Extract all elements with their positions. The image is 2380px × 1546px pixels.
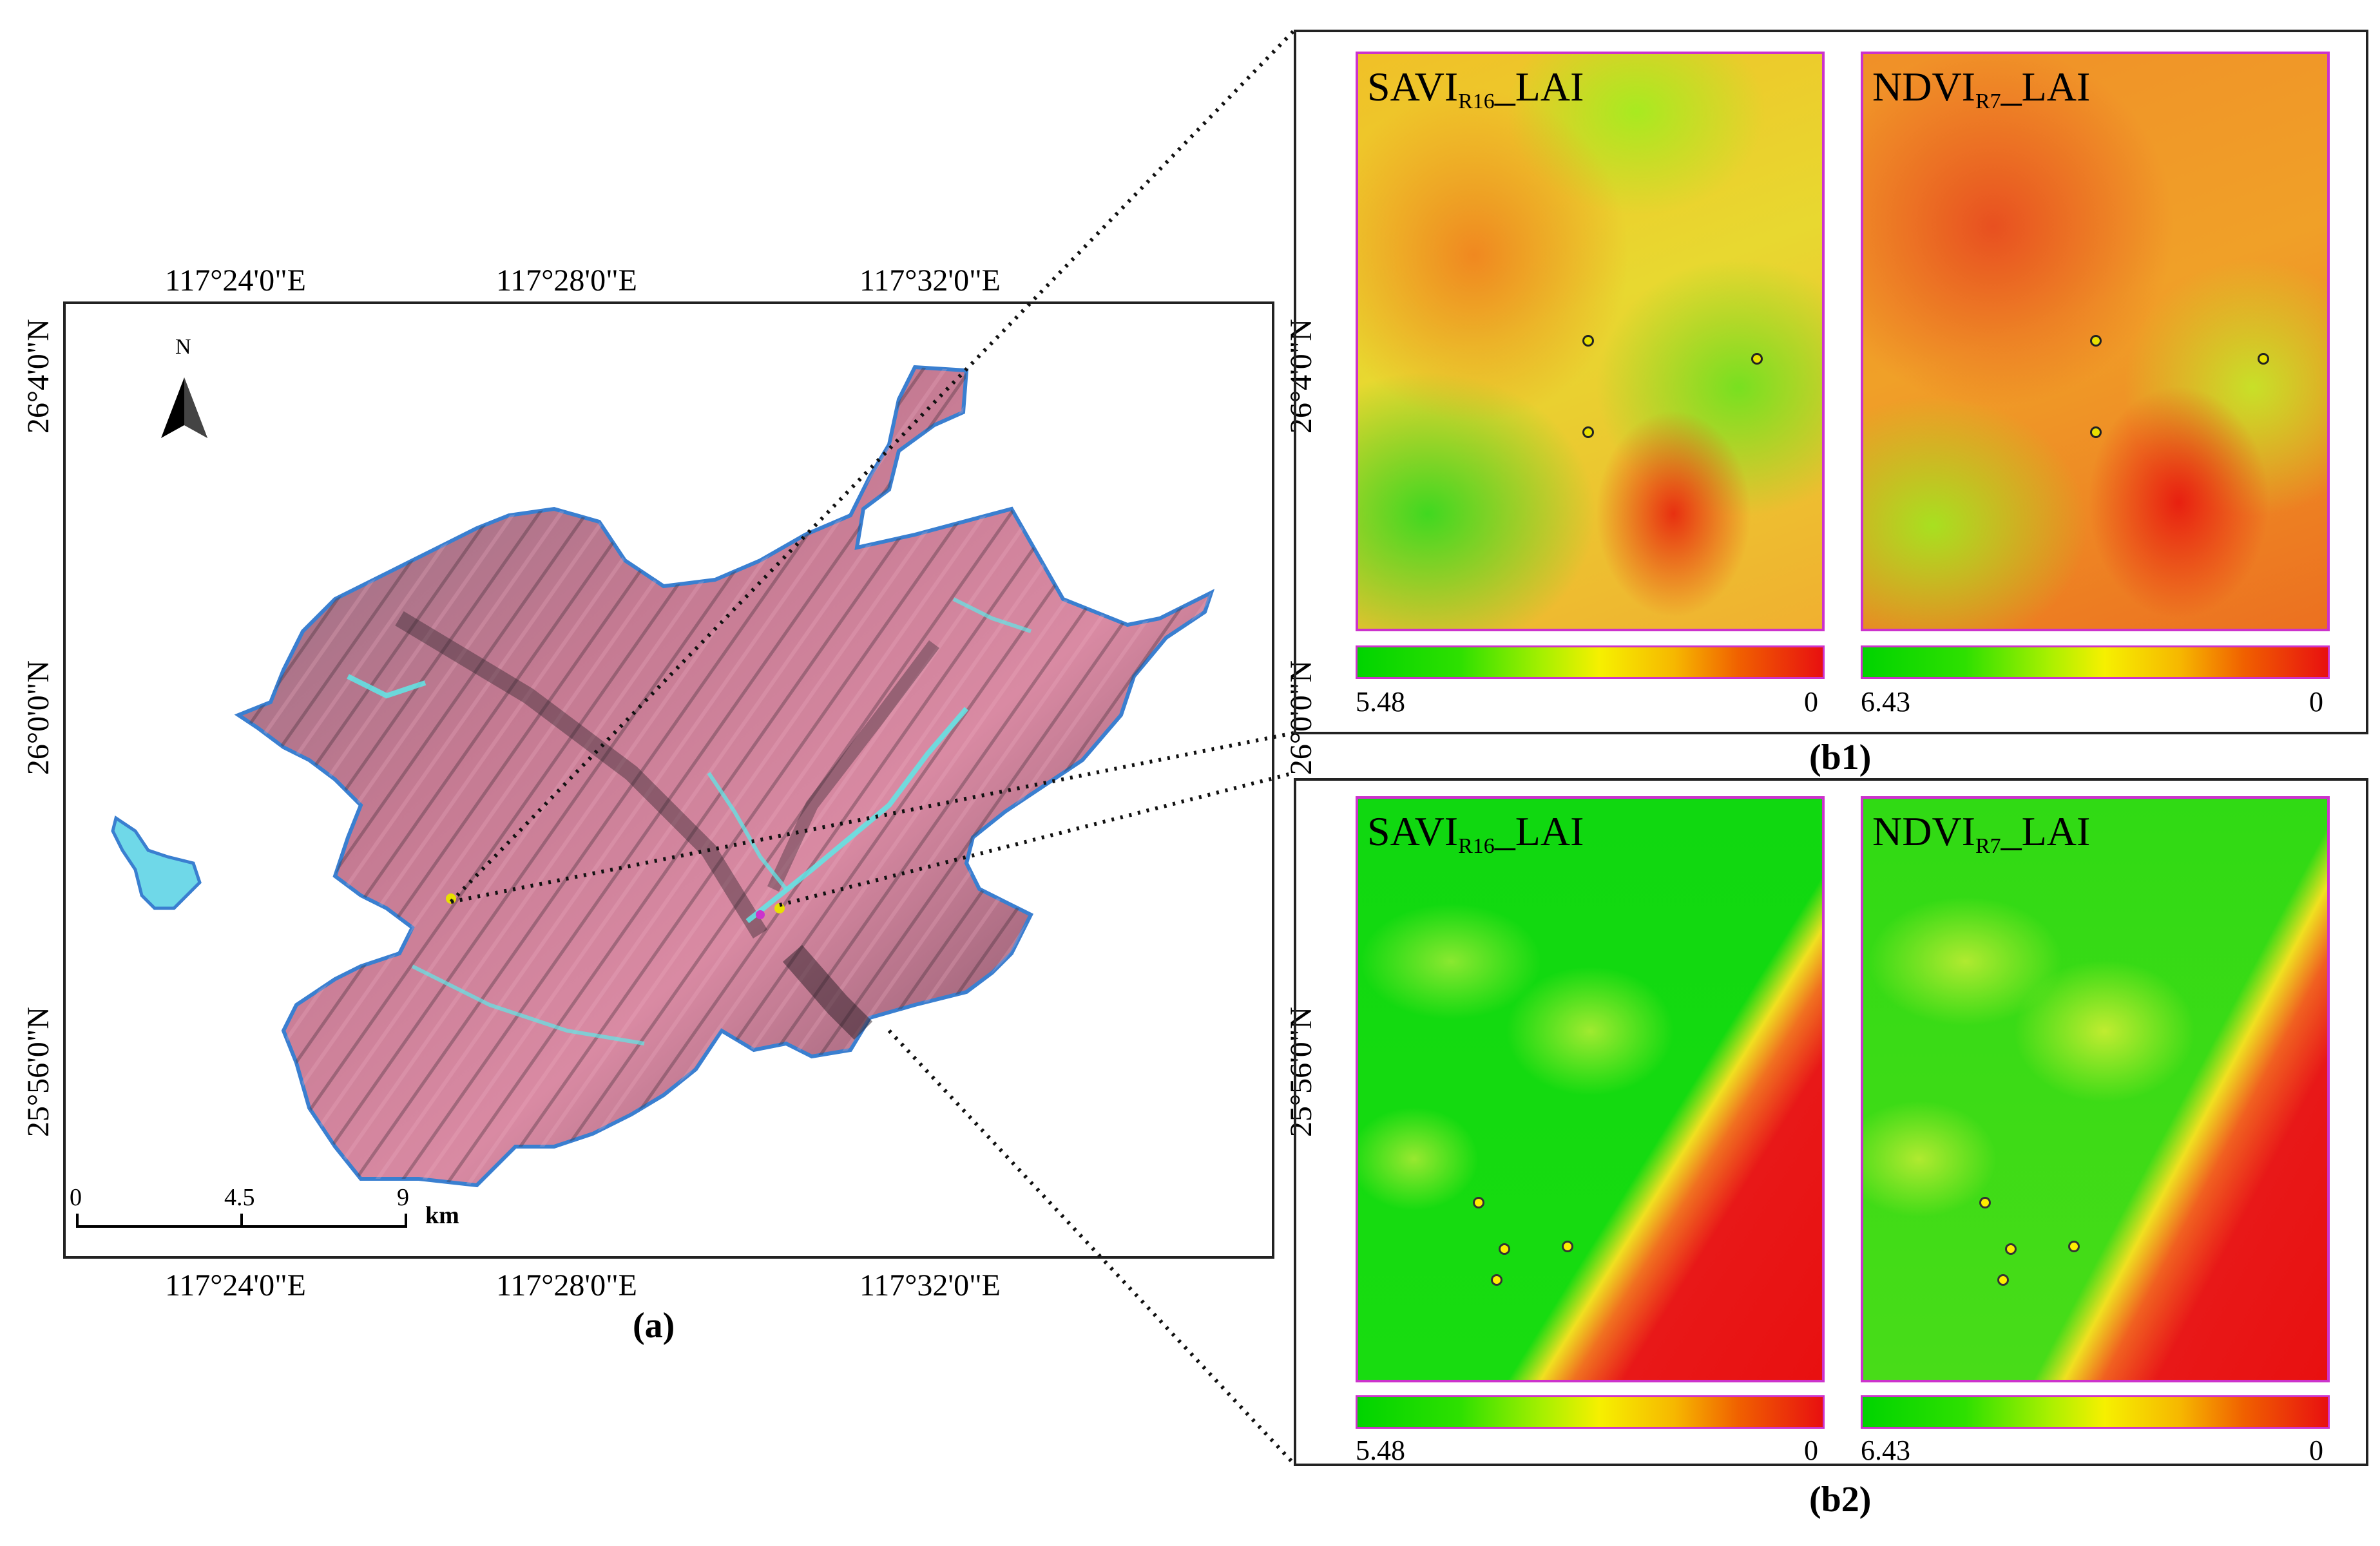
caption-b1: (b1): [1809, 738, 1872, 778]
b2-left-sample-3: [1562, 1241, 1573, 1252]
top-lon-label-1: 117°24'0"E: [165, 263, 306, 298]
b2-frame: [1294, 778, 2368, 1466]
b2-right-cb-max: 0: [2309, 1435, 2323, 1466]
b1-right-sample-2: [2258, 353, 2269, 365]
b1-right-cb-max: 0: [2309, 686, 2323, 718]
b1-right-sample-3: [2090, 426, 2102, 438]
b1-right-title: NDVIR7_LAI: [1872, 64, 2091, 113]
scale-tick-end: 9: [397, 1184, 409, 1211]
caption-a: (a): [633, 1306, 675, 1346]
b2-right-cb-min: 6.43: [1861, 1435, 1910, 1466]
north-label: N: [175, 335, 191, 359]
bottom-lon-label-3: 117°32'0"E: [859, 1268, 1001, 1303]
b1-left-colorbar: [1356, 645, 1825, 679]
b1-left-title: SAVIR16_LAI: [1367, 64, 1584, 113]
b2-left-cb-max: 0: [1804, 1435, 1818, 1466]
b2-right-sample-4: [1997, 1274, 2009, 1286]
b2-right-raster: NDVIR7_LAI: [1861, 796, 2330, 1382]
b2-left-colorbar: [1356, 1395, 1825, 1429]
b2-right-sample-1: [1979, 1197, 1991, 1208]
isolated-water-body: [111, 815, 202, 910]
b1-left-sample-3: [1582, 426, 1594, 438]
b2-left-sample-1: [1473, 1197, 1484, 1208]
b2-right-sample-3: [2068, 1241, 2080, 1252]
top-lon-label-3: 117°32'0"E: [859, 263, 1001, 298]
top-lon-label-2: 117°28'0"E: [496, 263, 637, 298]
b2-left-sample-4: [1491, 1274, 1502, 1286]
b2-left-sample-2: [1499, 1243, 1510, 1255]
scale-tick-mid: 4.5: [224, 1184, 255, 1211]
b1-left-cb-max: 0: [1804, 686, 1818, 718]
scale-tick-0: 0: [70, 1184, 82, 1211]
b1-frame: [1294, 30, 2368, 734]
b1-right-colorbar: [1861, 645, 2330, 679]
b2-right-colorbar: [1861, 1395, 2330, 1429]
b1-left-sample-2: [1751, 353, 1763, 365]
b2-left-raster: SAVIR16_LAI: [1356, 796, 1825, 1382]
caption-b2: (b2): [1809, 1480, 1872, 1520]
b1-left-sample-1: [1582, 335, 1594, 347]
b2-right-sample-2: [2005, 1243, 2017, 1255]
b1-right-cb-min: 6.43: [1861, 686, 1910, 718]
b2-left-title: SAVIR16_LAI: [1367, 808, 1584, 858]
scale-unit: km: [425, 1202, 459, 1229]
map-frame: [63, 301, 1274, 1259]
b2-left-cb-min: 5.48: [1356, 1435, 1405, 1466]
bottom-lon-label-2: 117°28'0"E: [496, 1268, 637, 1303]
b2-right-title: NDVIR7_LAI: [1872, 808, 2091, 858]
bottom-lon-label-1: 117°24'0"E: [165, 1268, 306, 1303]
b1-left-cb-min: 5.48: [1356, 686, 1405, 718]
b1-right-sample-1: [2090, 335, 2102, 347]
